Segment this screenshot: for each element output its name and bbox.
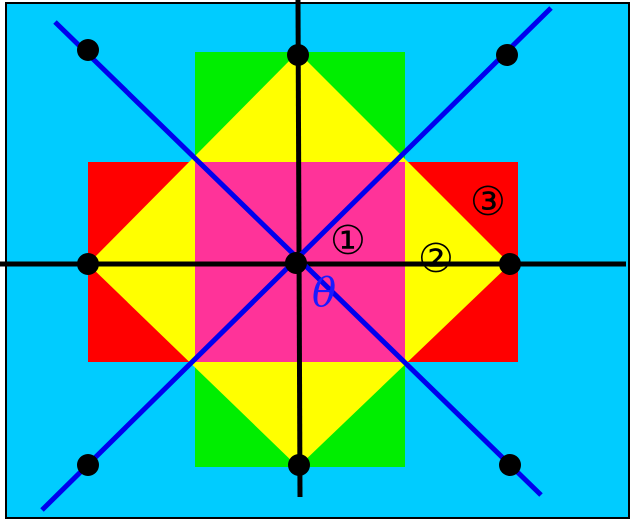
dot-middle-right [499, 253, 521, 275]
dot-top-left [77, 39, 99, 61]
dot-center [285, 252, 307, 274]
dot-top-right [496, 44, 518, 66]
dot-middle-left [77, 253, 99, 275]
angle-label: θ [312, 270, 336, 316]
dot-bottom-center [288, 454, 310, 476]
region-label-2: ② [418, 236, 454, 282]
dot-bottom-right [499, 454, 521, 476]
vertical-axis [295, 0, 303, 498]
region-label-1: ① [330, 218, 366, 264]
dot-bottom-left [77, 454, 99, 476]
region-label-3: ③ [470, 179, 506, 225]
dot-top-center [287, 44, 309, 66]
